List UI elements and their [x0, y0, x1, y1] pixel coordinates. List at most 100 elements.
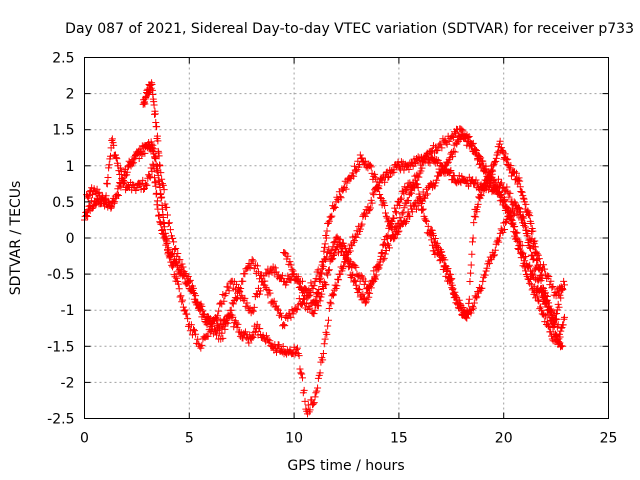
data-point-plus	[515, 174, 523, 182]
data-point-plus	[154, 137, 162, 145]
data-point-plus	[385, 173, 393, 181]
data-point-plus	[554, 300, 562, 308]
data-point-plus	[149, 160, 157, 168]
data-point-plus	[346, 247, 354, 255]
data-point-plus	[413, 180, 421, 188]
data-point-plus	[470, 219, 478, 227]
y-tick-label: 2.5	[52, 51, 74, 67]
data-point-plus	[225, 287, 233, 295]
data-point-plus	[249, 257, 257, 265]
data-point-plus	[465, 299, 473, 307]
data-point-plus	[246, 264, 254, 272]
data-point-plus	[164, 220, 172, 228]
data-point-plus	[148, 140, 156, 148]
data-point-plus	[345, 263, 353, 271]
data-point-plus	[554, 321, 562, 329]
data-point-plus	[375, 182, 383, 190]
data-point-plus	[172, 245, 180, 253]
data-point-plus	[543, 293, 551, 301]
data-point-plus	[527, 251, 535, 259]
data-point-plus	[483, 264, 491, 272]
data-point-plus	[328, 292, 336, 300]
data-point-plus	[150, 145, 158, 153]
data-point-plus	[243, 299, 251, 307]
data-point-plus	[500, 198, 508, 206]
data-point-plus	[210, 325, 218, 333]
data-point-plus	[250, 328, 258, 336]
data-point-plus	[485, 259, 493, 267]
data-point-plus	[221, 325, 229, 333]
data-point-plus	[279, 342, 287, 350]
data-point-plus	[361, 299, 369, 307]
data-point-plus	[174, 280, 182, 288]
data-point-plus	[477, 191, 485, 199]
data-point-plus	[325, 217, 333, 225]
data-point-plus	[426, 159, 434, 167]
data-point-plus	[446, 270, 454, 278]
data-point-plus	[141, 180, 149, 188]
data-point-plus	[417, 167, 425, 175]
data-point-plus	[275, 341, 283, 349]
data-point-plus	[512, 169, 520, 177]
data-point-plus	[189, 284, 197, 292]
data-point-plus	[314, 384, 322, 392]
data-point-plus	[510, 198, 518, 206]
data-point-plus	[356, 225, 364, 233]
data-point-plus	[462, 176, 470, 184]
data-point-plus	[288, 266, 296, 274]
data-point-plus	[417, 196, 425, 204]
data-point-plus	[171, 246, 179, 254]
data-point-plus	[154, 212, 162, 220]
data-point-plus	[514, 236, 522, 244]
data-point-plus	[206, 321, 214, 329]
data-point-plus	[156, 219, 164, 227]
data-point-plus	[374, 183, 382, 191]
data-point-plus	[534, 296, 542, 304]
data-point-plus	[473, 208, 481, 216]
data-point-plus	[555, 303, 563, 311]
data-point-plus	[158, 180, 166, 188]
data-point-plus	[175, 285, 183, 293]
y-tick-label: -2.5	[47, 412, 74, 428]
data-point-plus	[491, 246, 499, 254]
data-point-plus	[160, 186, 168, 194]
data-point-plus	[396, 202, 404, 210]
data-point-plus	[153, 123, 161, 131]
data-point-plus	[490, 252, 498, 260]
data-point-plus	[512, 229, 520, 237]
data-point-plus	[314, 289, 322, 297]
data-point-plus	[218, 329, 226, 337]
data-point-plus	[330, 205, 338, 213]
data-point-plus	[301, 397, 309, 405]
grid-lines	[84, 57, 609, 419]
data-point-plus	[108, 135, 116, 143]
data-point-plus	[319, 356, 327, 364]
data-point-plus	[181, 270, 189, 278]
data-point-plus	[449, 147, 457, 155]
data-point-plus	[422, 216, 430, 224]
data-point-plus	[501, 196, 509, 204]
data-point-plus	[241, 294, 249, 302]
data-point-plus	[204, 317, 212, 325]
data-point-plus	[259, 277, 267, 285]
data-point-plus	[437, 248, 445, 256]
data-point-plus	[402, 219, 410, 227]
data-point-plus	[393, 224, 401, 232]
data-point-plus	[485, 183, 493, 191]
data-point-plus	[359, 290, 367, 298]
data-point-plus	[467, 261, 475, 269]
data-point-plus	[352, 263, 360, 271]
data-point-plus	[266, 337, 274, 345]
data-point-plus	[511, 201, 519, 209]
data-point-plus	[548, 312, 556, 320]
data-point-plus	[110, 199, 118, 207]
data-point-plus	[179, 296, 187, 304]
data-point-plus	[505, 193, 513, 201]
data-point-plus	[189, 325, 197, 333]
data-point-plus	[183, 310, 191, 318]
data-point-plus	[489, 167, 497, 175]
data-point-plus	[249, 333, 257, 341]
data-point-plus	[519, 212, 527, 220]
data-point-plus	[544, 322, 552, 330]
data-point-plus	[85, 192, 93, 200]
